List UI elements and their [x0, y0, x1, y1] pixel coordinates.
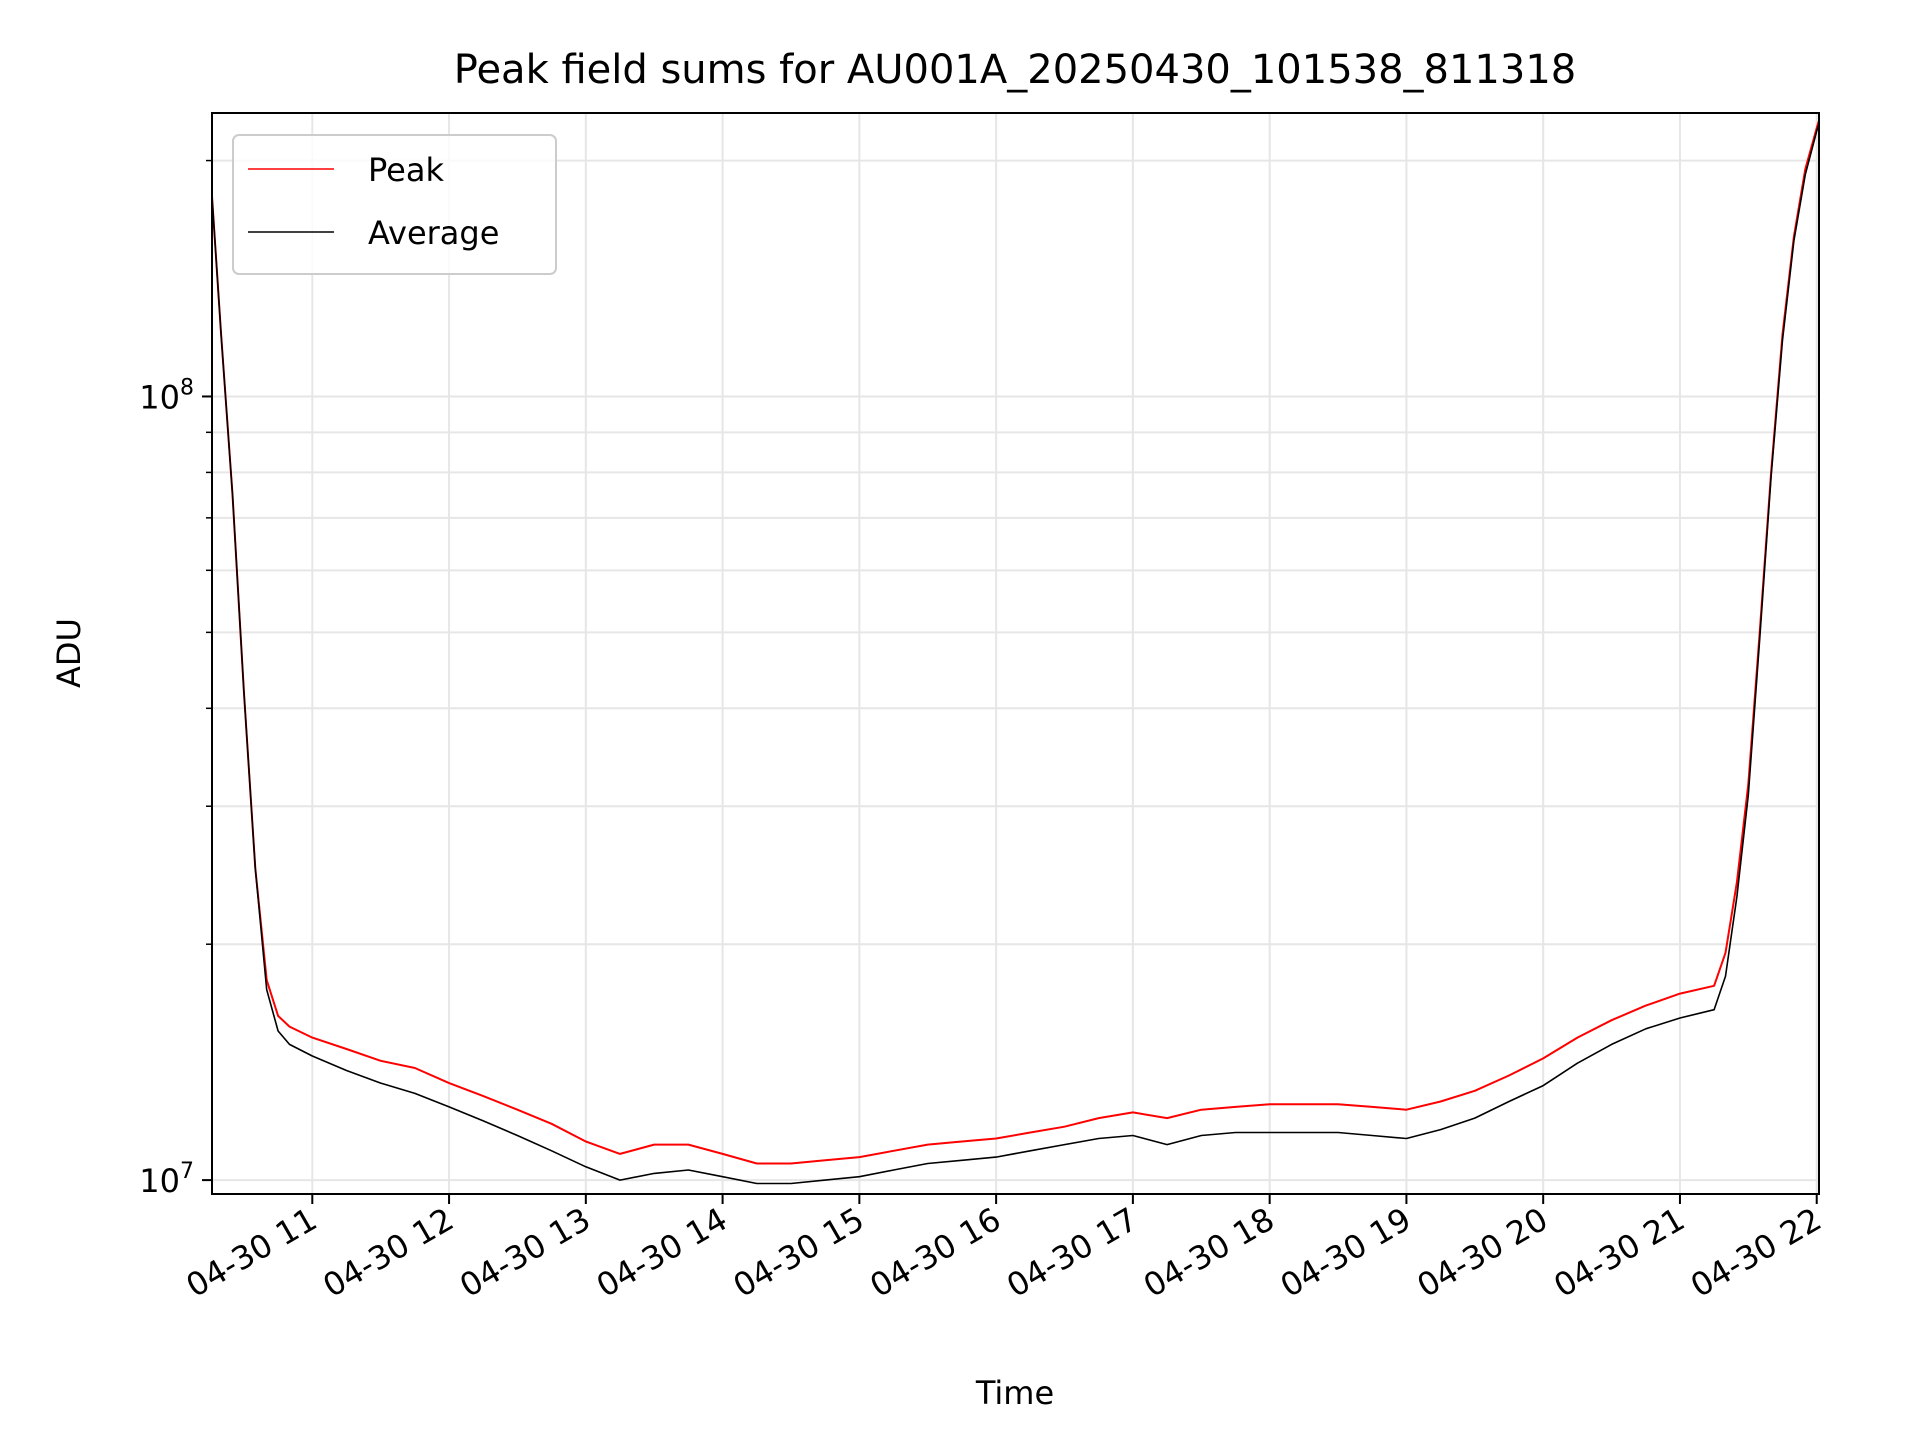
series-line-average [211, 123, 1820, 1185]
y-axis: 107 108 [139, 159, 212, 1200]
chart-title: Peak field sums for AU001A_20250430_1015… [454, 47, 1576, 93]
series-layer [211, 120, 1820, 1185]
x-axis-label: Time [975, 1374, 1054, 1412]
y-axis-label: ADU [50, 618, 88, 688]
y-tick-label: 108 [139, 375, 194, 416]
y-tick-label: 107 [139, 1159, 194, 1200]
series-line-peak [211, 120, 1820, 1165]
grid-lines [212, 113, 1819, 1194]
legend: Peak Average [232, 134, 557, 275]
legend-average-label: Average [368, 214, 499, 252]
plot-area-frame [211, 112, 1820, 1195]
legend-peak-label: Peak [368, 151, 444, 189]
